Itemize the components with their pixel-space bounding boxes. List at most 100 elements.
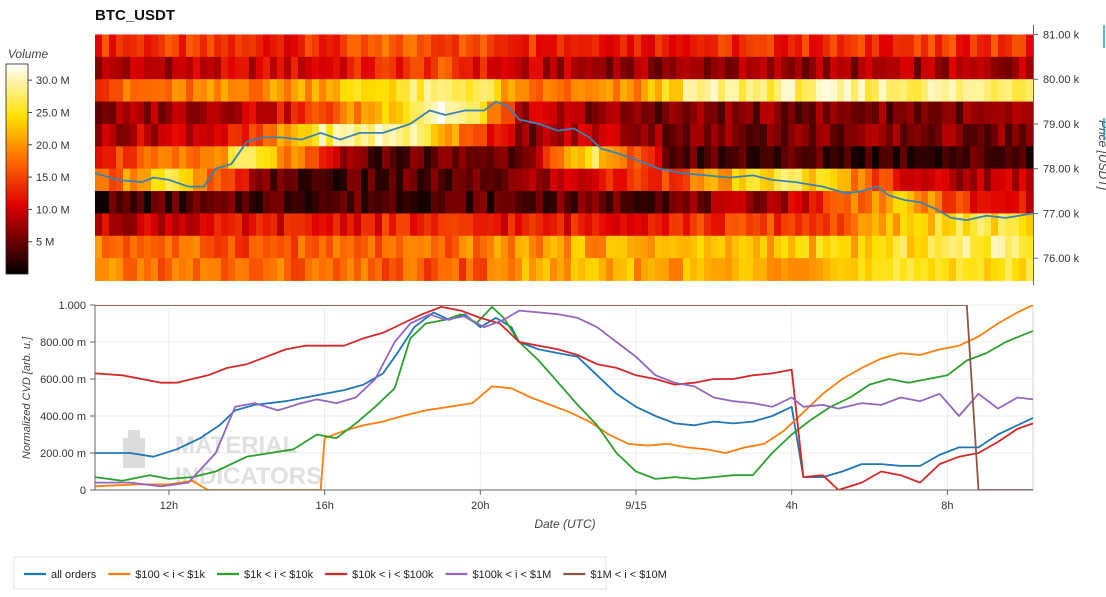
heatmap-cell — [459, 213, 467, 237]
heatmap-cell — [340, 146, 348, 170]
heatmap-cell — [445, 213, 453, 237]
heatmap-cell — [438, 168, 446, 192]
heatmap-cell — [620, 34, 628, 58]
heatmap-cell — [816, 34, 824, 58]
heatmap-cell — [963, 235, 971, 259]
heatmap-cell — [270, 213, 278, 237]
price-axis: 81.00 k80.00 k79.00 k78.00 k77.00 k76.00… — [1033, 25, 1080, 285]
heatmap-cell — [627, 191, 635, 214]
heatmap-cell — [473, 258, 481, 281]
heatmap-cell — [305, 258, 313, 281]
heatmap-cell — [557, 235, 565, 259]
heatmap-cell — [494, 213, 502, 237]
heatmap-cell — [809, 258, 817, 281]
heatmap-cell — [473, 34, 481, 58]
heatmap-cell — [459, 146, 467, 170]
heatmap-cell — [900, 168, 908, 192]
heatmap-cell — [186, 191, 194, 214]
heatmap-cell — [662, 235, 670, 259]
heatmap-cell — [830, 146, 838, 170]
heatmap-cell — [270, 168, 278, 192]
heatmap-cell — [228, 123, 236, 147]
heatmap-cell — [487, 235, 495, 259]
heatmap-cell — [333, 56, 341, 80]
heatmap-cell — [634, 79, 642, 102]
heatmap-cell — [221, 258, 229, 281]
heatmap-cell — [907, 79, 915, 102]
heatmap-cell — [886, 235, 894, 259]
heatmap-cell — [494, 168, 502, 192]
heatmap-cell — [277, 213, 285, 237]
heatmap-cell — [900, 258, 908, 281]
heatmap-cell — [382, 34, 390, 58]
heatmap-cell — [207, 146, 215, 170]
heatmap-cell — [795, 191, 803, 214]
heatmap-cell — [991, 101, 999, 125]
heatmap-cell — [886, 168, 894, 192]
heatmap-cell — [333, 213, 341, 237]
heatmap-cell — [130, 191, 138, 214]
heatmap-cell — [641, 56, 649, 80]
heatmap-cell — [564, 123, 572, 147]
heatmap-cell — [830, 191, 838, 214]
heatmap-cell — [557, 258, 565, 281]
heatmap-cell — [214, 101, 222, 125]
y-tick-label: 800.00 m — [40, 337, 86, 349]
heatmap-cell — [179, 213, 187, 237]
heatmap-cell — [144, 191, 152, 214]
heatmap-cell — [991, 191, 999, 214]
heatmap-cell — [179, 79, 187, 102]
heatmap-cell — [438, 79, 446, 102]
heatmap-cell — [585, 146, 593, 170]
heatmap-cell — [998, 191, 1006, 214]
heatmap-cell — [837, 258, 845, 281]
heatmap-cell — [263, 191, 271, 214]
heatmap-cell — [179, 101, 187, 125]
heatmap-cell — [487, 168, 495, 192]
heatmap-cell — [984, 191, 992, 214]
heatmap-cell — [354, 258, 362, 281]
heatmap-cell — [200, 123, 208, 147]
heatmap-cell — [263, 101, 271, 125]
heatmap-cell — [592, 101, 600, 125]
heatmap-cell — [396, 146, 404, 170]
heatmap-cell — [270, 123, 278, 147]
heatmap-cell — [914, 79, 922, 102]
heatmap-cell — [200, 79, 208, 102]
heatmap-cell — [648, 146, 656, 170]
heatmap-cell — [179, 258, 187, 281]
heatmap-cell — [452, 146, 460, 170]
heatmap-cell — [823, 101, 831, 125]
heatmap-cell — [284, 168, 292, 192]
heatmap-cell — [480, 56, 488, 80]
heatmap-cell — [508, 146, 516, 170]
heatmap-cell — [312, 191, 320, 214]
heatmap-cell — [613, 191, 621, 214]
heatmap-cell — [1005, 191, 1013, 214]
heatmap-cell — [851, 191, 859, 214]
heatmap-cell — [935, 34, 943, 58]
heatmap-cell — [130, 235, 138, 259]
heatmap-cell — [571, 213, 579, 237]
heatmap-cell — [949, 258, 957, 281]
heatmap-cell — [606, 213, 614, 237]
heatmap-cell — [725, 213, 733, 237]
heatmap-cell — [102, 79, 110, 102]
heatmap-cell — [452, 191, 460, 214]
heatmap-cell — [214, 235, 222, 259]
heatmap-cell — [732, 56, 740, 80]
heatmap-cell — [172, 168, 180, 192]
heatmap-cell — [893, 56, 901, 80]
heatmap-cell — [361, 213, 369, 237]
heatmap-cell — [1012, 168, 1020, 192]
heatmap-cell — [263, 168, 271, 192]
heatmap-cell — [305, 146, 313, 170]
heatmap-cell — [816, 146, 824, 170]
colorbar-label: Volume — [8, 47, 49, 61]
heatmap-cell — [1005, 123, 1013, 147]
heatmap-cell — [424, 258, 432, 281]
price-tick-label: 78.00 k — [1043, 164, 1080, 176]
heatmap-cell — [543, 168, 551, 192]
heatmap-cell — [494, 34, 502, 58]
heatmap-cell — [445, 191, 453, 214]
